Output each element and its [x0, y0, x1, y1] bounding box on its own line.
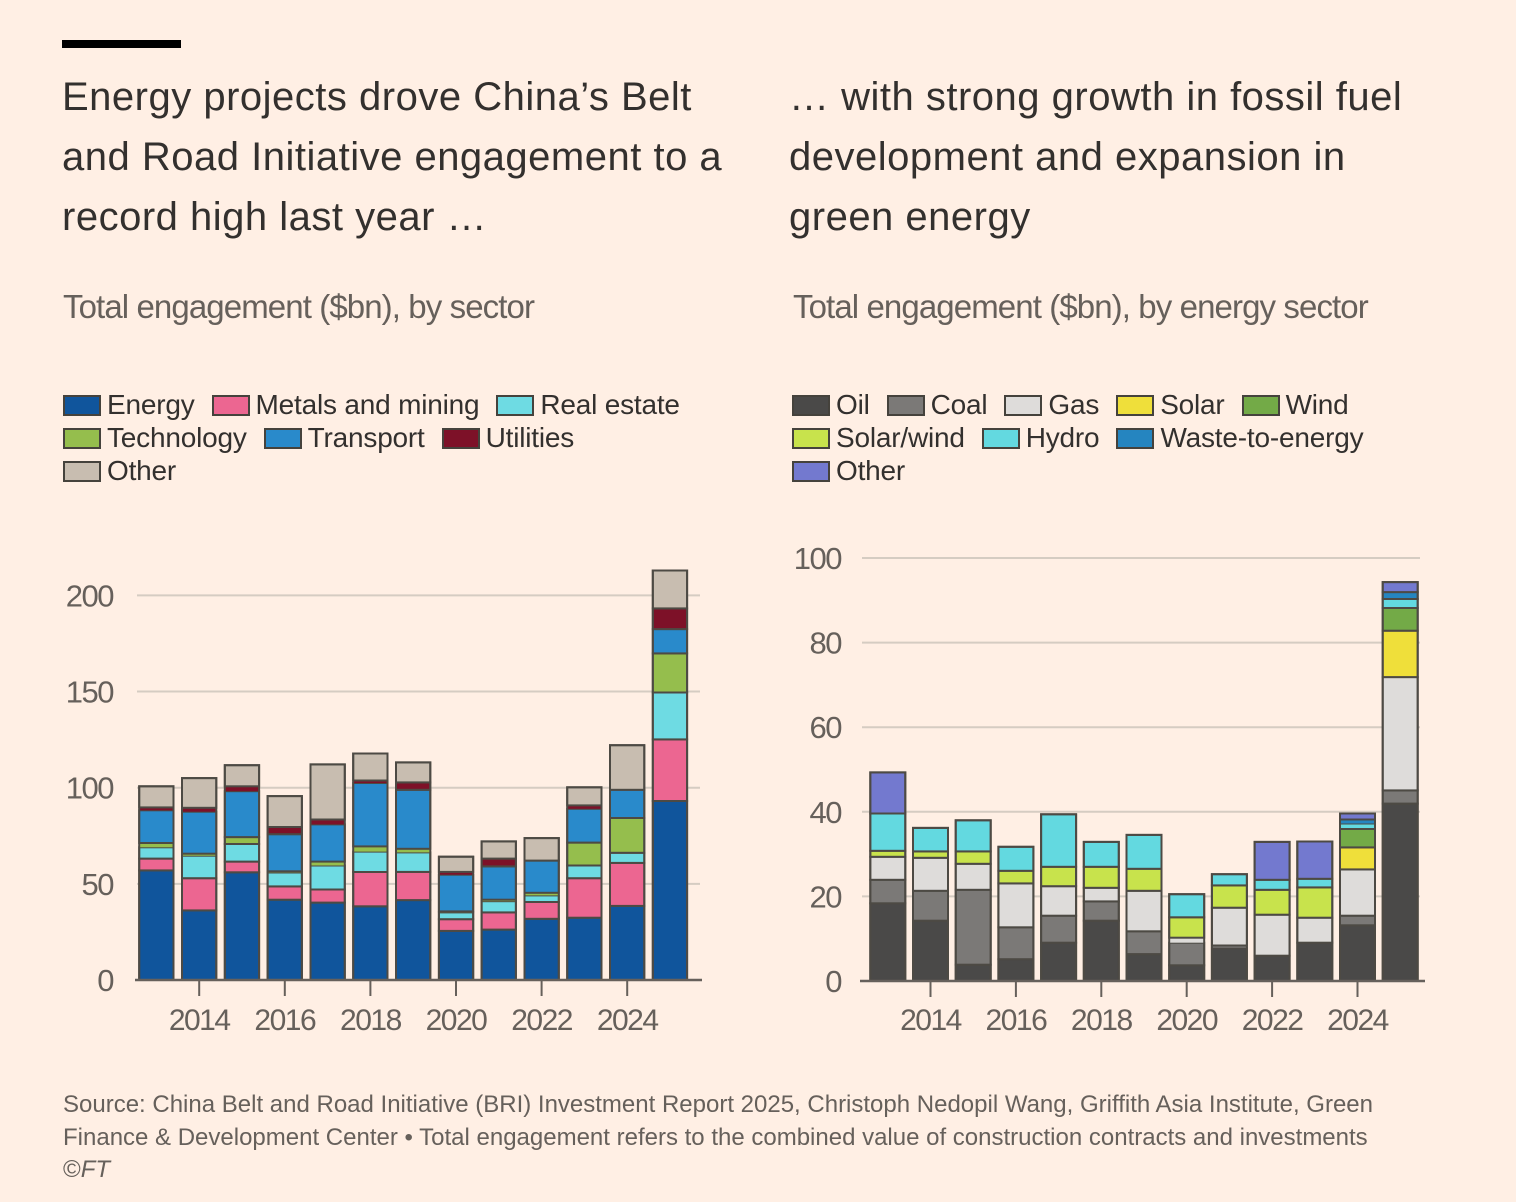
svg-text:2014: 2014 — [169, 1004, 231, 1037]
svg-text:2024: 2024 — [597, 1004, 659, 1037]
svg-text:2020: 2020 — [1156, 1004, 1218, 1037]
svg-text:2022: 2022 — [511, 1004, 573, 1037]
svg-text:100: 100 — [794, 541, 842, 576]
svg-text:0: 0 — [825, 964, 842, 999]
svg-text:100: 100 — [66, 771, 114, 806]
svg-text:0: 0 — [97, 963, 114, 998]
svg-text:2024: 2024 — [1327, 1004, 1389, 1037]
svg-text:50: 50 — [82, 867, 115, 902]
svg-text:2018: 2018 — [340, 1004, 402, 1037]
svg-text:40: 40 — [810, 795, 843, 830]
svg-text:80: 80 — [810, 626, 843, 661]
svg-text:2016: 2016 — [254, 1004, 316, 1037]
svg-text:150: 150 — [66, 675, 114, 710]
svg-text:60: 60 — [810, 710, 843, 745]
svg-text:200: 200 — [66, 578, 114, 613]
svg-text:2014: 2014 — [900, 1004, 962, 1037]
svg-text:2018: 2018 — [1071, 1004, 1133, 1037]
svg-text:2022: 2022 — [1242, 1004, 1304, 1037]
svg-text:20: 20 — [810, 879, 843, 914]
svg-text:2016: 2016 — [986, 1004, 1048, 1037]
svg-text:2020: 2020 — [426, 1004, 488, 1037]
